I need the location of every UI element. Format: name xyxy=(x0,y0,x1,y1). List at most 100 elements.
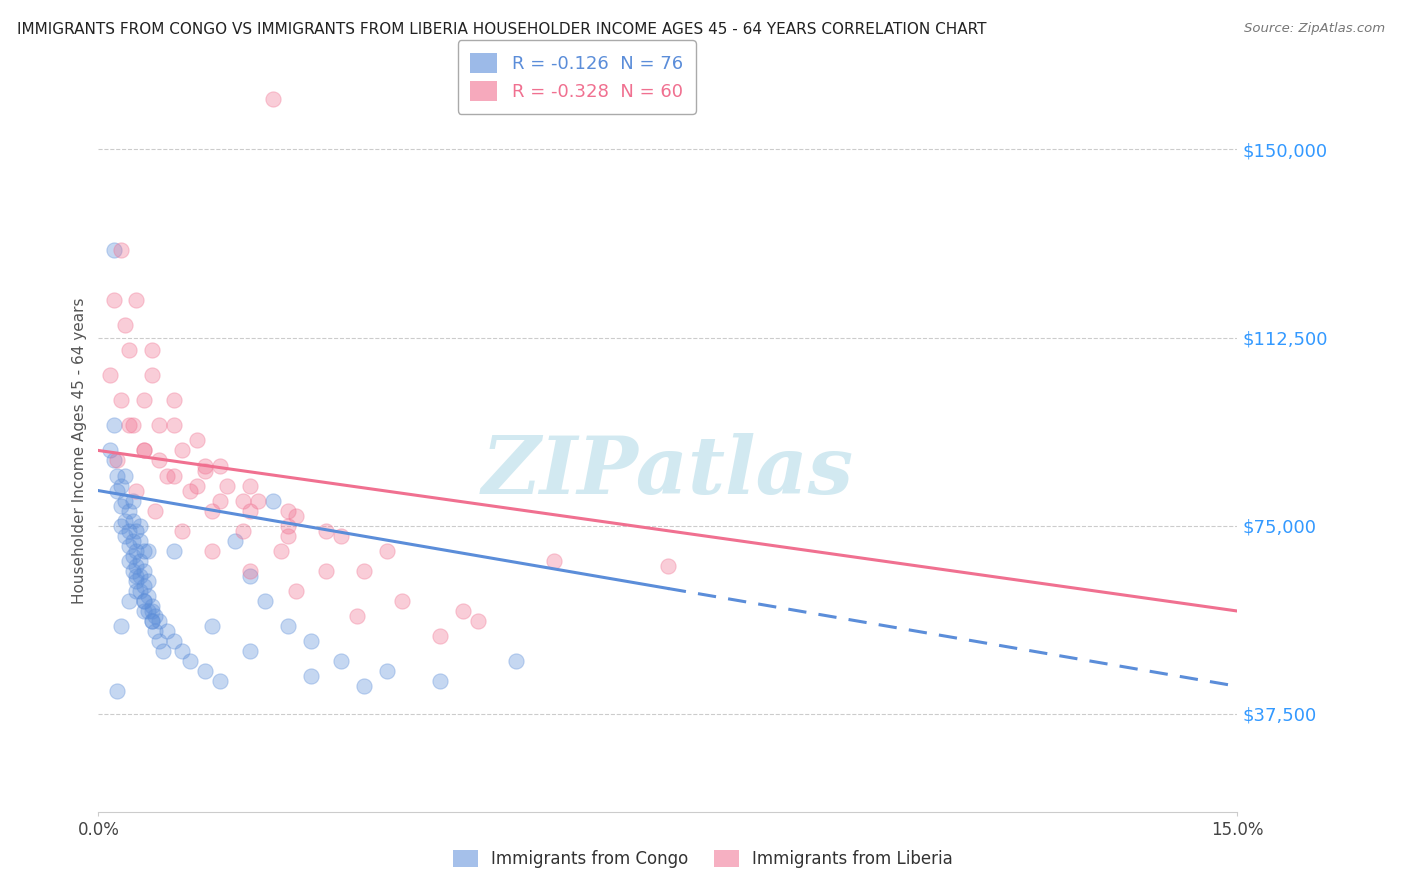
Point xyxy=(118,418,141,433)
Point xyxy=(429,674,451,689)
Point xyxy=(179,654,201,668)
Point xyxy=(121,493,143,508)
Point xyxy=(170,443,193,458)
Point xyxy=(277,529,299,543)
Point xyxy=(118,343,141,358)
Point xyxy=(246,493,269,508)
Text: ZIPatlas: ZIPatlas xyxy=(482,434,853,511)
Point xyxy=(284,583,307,598)
Point xyxy=(132,393,155,408)
Point xyxy=(114,493,136,508)
Point xyxy=(330,654,353,668)
Point xyxy=(201,619,224,633)
Point xyxy=(467,614,489,628)
Point xyxy=(299,669,322,683)
Legend: Immigrants from Congo, Immigrants from Liberia: Immigrants from Congo, Immigrants from L… xyxy=(447,843,959,875)
Point xyxy=(125,583,148,598)
Point xyxy=(148,614,170,628)
Point xyxy=(136,604,159,618)
Point xyxy=(148,418,170,433)
Point xyxy=(194,458,217,473)
Point xyxy=(125,293,148,307)
Point xyxy=(103,418,125,433)
Point xyxy=(163,393,186,408)
Point xyxy=(114,468,136,483)
Point xyxy=(125,543,148,558)
Point xyxy=(129,533,152,548)
Point xyxy=(163,634,186,648)
Point xyxy=(163,543,186,558)
Point xyxy=(132,443,155,458)
Point xyxy=(277,518,299,533)
Point xyxy=(163,468,186,483)
Point xyxy=(277,503,299,517)
Point xyxy=(239,644,262,658)
Point xyxy=(315,564,337,578)
Point xyxy=(262,92,284,106)
Point xyxy=(107,684,129,698)
Point xyxy=(186,478,208,492)
Point xyxy=(114,529,136,543)
Point xyxy=(114,514,136,528)
Point xyxy=(121,549,143,563)
Point xyxy=(262,493,284,508)
Point xyxy=(239,503,262,517)
Point xyxy=(107,453,129,467)
Point xyxy=(125,569,148,583)
Point xyxy=(110,518,132,533)
Y-axis label: Householder Income Ages 45 - 64 years: Householder Income Ages 45 - 64 years xyxy=(72,297,87,604)
Point xyxy=(194,463,217,477)
Point xyxy=(270,543,292,558)
Point xyxy=(145,609,167,624)
Point xyxy=(129,569,152,583)
Point xyxy=(224,533,246,548)
Point xyxy=(110,619,132,633)
Point xyxy=(141,614,163,628)
Point xyxy=(121,533,143,548)
Point xyxy=(391,594,413,608)
Point xyxy=(330,529,353,543)
Text: IMMIGRANTS FROM CONGO VS IMMIGRANTS FROM LIBERIA HOUSEHOLDER INCOME AGES 45 - 64: IMMIGRANTS FROM CONGO VS IMMIGRANTS FROM… xyxy=(17,22,987,37)
Point xyxy=(201,503,224,517)
Point xyxy=(451,604,474,618)
Point xyxy=(239,569,262,583)
Point xyxy=(145,503,167,517)
Point xyxy=(98,368,121,383)
Point xyxy=(125,524,148,538)
Point xyxy=(125,558,148,573)
Point xyxy=(346,609,368,624)
Point xyxy=(194,664,217,678)
Point xyxy=(353,679,375,693)
Point xyxy=(125,483,148,498)
Point xyxy=(132,594,155,608)
Point xyxy=(148,453,170,467)
Point xyxy=(170,644,193,658)
Legend: R = -0.126  N = 76, R = -0.328  N = 60: R = -0.126 N = 76, R = -0.328 N = 60 xyxy=(458,40,696,113)
Point xyxy=(136,543,159,558)
Point xyxy=(284,508,307,523)
Point xyxy=(170,524,193,538)
Point xyxy=(145,624,167,639)
Point xyxy=(132,594,155,608)
Point xyxy=(315,524,337,538)
Point xyxy=(156,624,179,639)
Point xyxy=(152,644,174,658)
Point xyxy=(125,574,148,588)
Point xyxy=(129,518,152,533)
Point xyxy=(429,629,451,643)
Point xyxy=(132,564,155,578)
Point xyxy=(118,594,141,608)
Point xyxy=(141,614,163,628)
Text: Source: ZipAtlas.com: Source: ZipAtlas.com xyxy=(1244,22,1385,36)
Point xyxy=(136,589,159,603)
Point xyxy=(103,293,125,307)
Point xyxy=(239,564,262,578)
Point xyxy=(110,393,132,408)
Point xyxy=(141,368,163,383)
Point xyxy=(118,524,141,538)
Point xyxy=(208,493,231,508)
Point xyxy=(375,543,398,558)
Point xyxy=(353,564,375,578)
Point xyxy=(156,468,179,483)
Point xyxy=(110,243,132,257)
